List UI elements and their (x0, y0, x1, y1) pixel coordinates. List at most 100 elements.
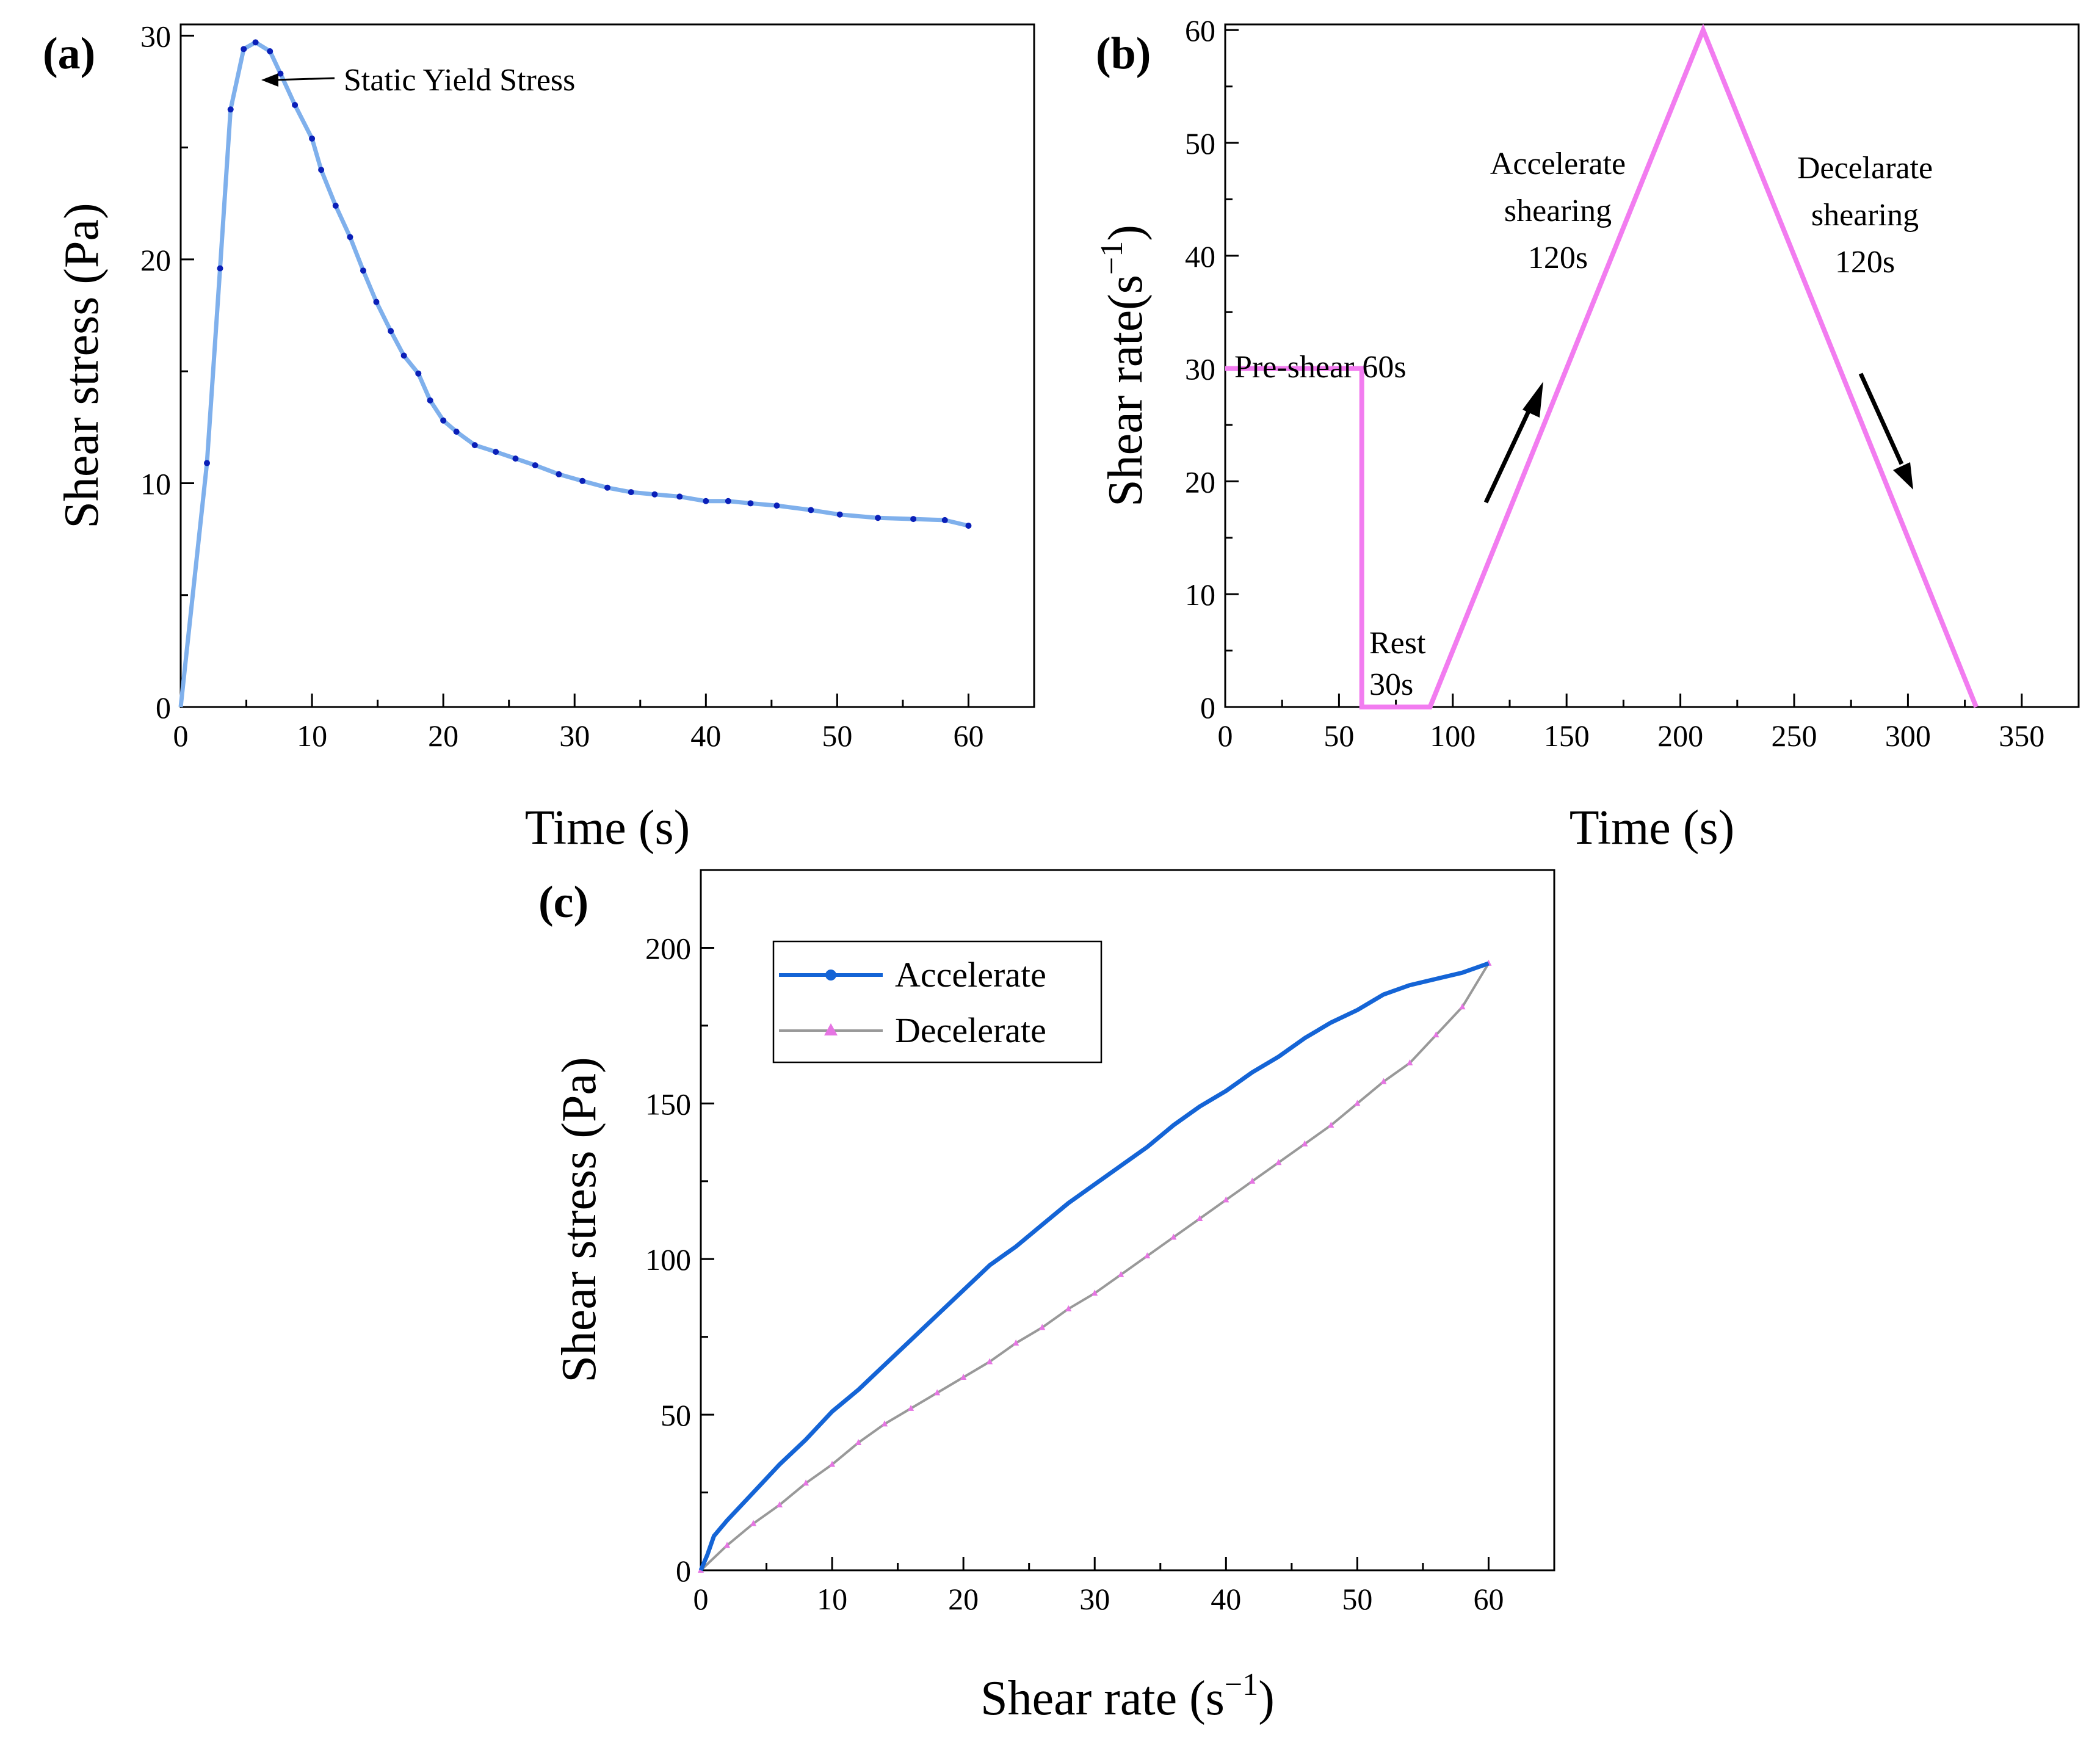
y-tick-label-b: 40 (1185, 239, 1215, 274)
data-point-a (400, 352, 407, 359)
panel-label-b: (b) (1096, 29, 1151, 79)
data-point-decelerate (1223, 1196, 1229, 1203)
y-tick-label-a: 20 (140, 243, 171, 277)
x-tick-label-c: 40 (1211, 1582, 1241, 1616)
series-line-accelerate (698, 961, 1490, 1572)
data-point-a (965, 523, 972, 529)
x-tick-label-c: 30 (1079, 1582, 1110, 1616)
data-point-decelerate (1013, 1339, 1019, 1346)
y-tick-label-c: 200 (645, 931, 691, 965)
series-line-b (1225, 23, 1979, 709)
data-point-a (241, 46, 247, 53)
panel-label-c: (c) (538, 877, 588, 927)
data-point-a (440, 417, 447, 424)
legend-label-accelerate: Accelerate (895, 955, 1046, 995)
data-point-decelerate (1407, 1059, 1413, 1066)
data-point-a (875, 515, 882, 521)
data-point-a (252, 39, 259, 46)
annotation-accel-line3: 120s (1528, 241, 1588, 275)
annotation-accel-line2: shearing (1504, 194, 1612, 228)
svg-text:Shear rate (s−1): Shear rate (s−1) (980, 1667, 1275, 1725)
annotation-decel-line3: 120s (1835, 245, 1895, 280)
y-axis-title-b-sup: −1 (1095, 241, 1129, 275)
data-point-a (836, 511, 843, 518)
data-point-a (388, 328, 394, 335)
x-tick-label-b: 150 (1544, 719, 1590, 753)
data-point-a (747, 500, 754, 507)
data-point-a (628, 489, 634, 496)
annotation-arrowhead-a (261, 73, 278, 87)
y-tick-label-c: 0 (676, 1554, 691, 1588)
data-point-a (332, 202, 339, 209)
series-line-a (178, 40, 969, 708)
x-tick-label-a: 30 (559, 719, 590, 753)
data-point-a (373, 299, 380, 305)
data-point-a (910, 516, 917, 523)
panel-c: 0 10 20 30 40 50 60 0 50 100 150 200 (c) Accelerate… (538, 869, 1555, 1725)
x-tick-label-c: 20 (948, 1582, 979, 1616)
data-point-a (415, 370, 422, 377)
data-point-a (556, 471, 562, 477)
annotation-static-yield: Static Yield Stress (344, 63, 575, 98)
series-points-a (204, 39, 972, 529)
y-tick-label-b: 10 (1185, 578, 1215, 612)
x-tick-label-b: 100 (1430, 719, 1475, 753)
series-points-decelerate (698, 959, 1492, 1573)
data-point-a (773, 502, 780, 509)
accelerate-arrow (1483, 405, 1533, 504)
data-point-decelerate (1118, 1271, 1124, 1277)
legend-box (772, 940, 1102, 1064)
x-tick-label-b: 200 (1657, 719, 1703, 753)
data-point-decelerate (1459, 1003, 1466, 1010)
data-point-a (493, 449, 499, 455)
y-tick-label-a: 0 (156, 691, 171, 725)
x-tick-label-a: 50 (822, 719, 852, 753)
data-point-decelerate (1275, 1159, 1282, 1166)
data-point-decelerate (1170, 1233, 1177, 1240)
ticks-a: 0 10 20 30 40 50 60 0 10 20 30 (140, 19, 1035, 753)
y-tick-label-b: 0 (1200, 691, 1215, 725)
data-point-decelerate (1197, 1214, 1203, 1221)
data-point-a (703, 498, 709, 504)
data-point-decelerate (724, 1542, 731, 1548)
plot-frame-a (179, 23, 1035, 708)
legend-label-decelerate: Decelerate (895, 1010, 1046, 1050)
legend-marker-decelerate (824, 1023, 838, 1035)
data-point-a (292, 101, 299, 108)
x-tick-label-b: 350 (1999, 719, 2044, 753)
data-point-decelerate (908, 1404, 914, 1411)
data-point-a (579, 477, 586, 484)
data-point-decelerate (750, 1520, 757, 1526)
x-axis-title-c-sup: −1 (1225, 1667, 1258, 1702)
x-tick-label-a: 20 (428, 719, 458, 753)
annotation-rest-line2: 30s (1369, 667, 1413, 702)
panel-b: 0 50 100 150 200 250 300 350 0 10 20 30 40 50 60 (b) P… (1095, 13, 2080, 855)
data-point-decelerate (777, 1501, 783, 1507)
data-point-a (471, 442, 478, 449)
x-tick-label-b: 50 (1323, 719, 1354, 753)
data-point-a (360, 267, 366, 274)
data-point-decelerate (1092, 1289, 1098, 1296)
y-tick-label-c: 100 (645, 1242, 691, 1277)
annotation-decel-line1: Decelarate (1797, 151, 1933, 186)
y-tick-label-b: 50 (1185, 126, 1215, 161)
data-point-a (204, 460, 211, 466)
y-tick-label-b: 30 (1185, 352, 1215, 386)
data-point-decelerate (1144, 1252, 1151, 1259)
data-point-a (725, 498, 731, 504)
x-axis-title-c: Shear rate (s−1) (980, 1667, 1275, 1725)
annotation-accel-line1: Accelerate (1490, 147, 1626, 181)
data-point-a (453, 429, 460, 435)
data-point-a (309, 135, 316, 142)
x-tick-label-b: 0 (1218, 719, 1233, 753)
y-tick-label-a: 10 (140, 466, 171, 501)
data-point-decelerate (1249, 1177, 1256, 1184)
x-tick-label-a: 0 (173, 719, 189, 753)
x-axis-title-a: Time (s) (525, 801, 690, 855)
x-tick-label-b: 250 (1772, 719, 1817, 753)
data-point-a (427, 397, 433, 404)
x-tick-label-a: 10 (297, 719, 327, 753)
x-axis-title-c-close: ) (1258, 1672, 1275, 1725)
ticks-b: 0 50 100 150 200 250 300 350 0 10 20 30 40 50 60 (1185, 13, 2080, 753)
